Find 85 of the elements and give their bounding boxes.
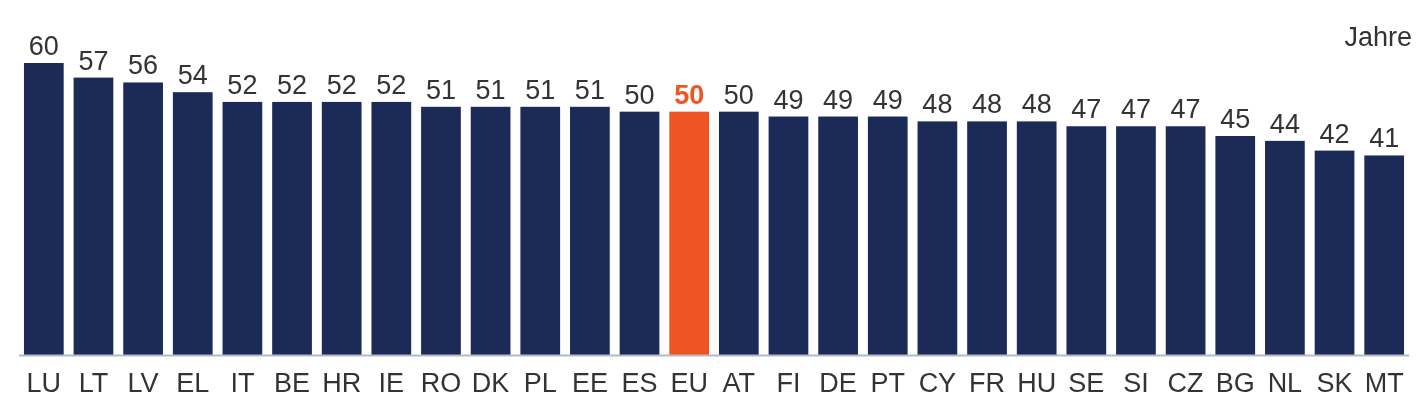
data-label: 52 xyxy=(376,69,407,100)
data-label: 47 xyxy=(1120,94,1151,125)
bar xyxy=(669,111,710,355)
bar xyxy=(967,121,1007,355)
data-label: 52 xyxy=(227,69,258,100)
data-label: 49 xyxy=(872,84,903,115)
data-label: 48 xyxy=(1021,89,1052,120)
data-label: 44 xyxy=(1269,108,1300,139)
x-tick-label: IT xyxy=(230,368,255,398)
bar xyxy=(222,101,263,355)
bar xyxy=(172,92,213,355)
x-tick-label: PL xyxy=(523,368,557,398)
data-label: 50 xyxy=(624,79,655,110)
x-tick-label: BE xyxy=(274,368,311,398)
bar xyxy=(73,77,114,355)
x-tick-label: RO xyxy=(420,368,462,398)
x-tick-label: NL xyxy=(1267,368,1303,398)
bar xyxy=(570,106,610,355)
x-tick-label: HU xyxy=(1017,368,1057,398)
data-label: 50 xyxy=(674,79,705,110)
x-tick-label: SE xyxy=(1068,368,1105,398)
data-label: 54 xyxy=(177,60,208,91)
x-tick-label: LV xyxy=(127,368,159,398)
bar xyxy=(520,106,561,355)
bar xyxy=(371,101,412,355)
bar xyxy=(1265,140,1305,355)
bar xyxy=(768,116,809,355)
x-tick-label: DK xyxy=(471,368,510,398)
x-tick-label: HR xyxy=(322,368,362,398)
data-label: 41 xyxy=(1369,123,1400,154)
x-tick-label: AT xyxy=(722,368,756,398)
x-tick-label: EE xyxy=(571,368,608,398)
data-label: 60 xyxy=(28,31,59,61)
bar xyxy=(619,111,660,355)
data-label: 49 xyxy=(773,84,804,115)
data-label: 49 xyxy=(823,84,854,115)
data-label: 42 xyxy=(1319,118,1350,149)
bar xyxy=(818,116,858,355)
data-label: 48 xyxy=(922,89,953,120)
data-label: 45 xyxy=(1220,104,1251,134)
bar xyxy=(1314,150,1355,355)
x-tick-label: DE xyxy=(819,368,857,398)
data-label: 48 xyxy=(972,89,1003,120)
x-tick-label: FR xyxy=(969,368,1006,398)
bar xyxy=(1165,126,1206,355)
data-label: 57 xyxy=(78,45,109,76)
data-label: 51 xyxy=(574,74,605,105)
bar xyxy=(421,106,461,355)
x-tick-label: MT xyxy=(1364,368,1404,398)
bar xyxy=(917,121,958,355)
bar xyxy=(1364,155,1405,355)
bar xyxy=(1215,136,1256,355)
x-tick-label: CY xyxy=(918,368,957,398)
x-tick-label: BG xyxy=(1215,368,1255,398)
bar xyxy=(718,111,759,355)
bar xyxy=(867,116,908,355)
x-tick-label: SI xyxy=(1123,368,1149,398)
data-label: 51 xyxy=(525,74,556,105)
bar xyxy=(470,106,511,355)
data-label: 52 xyxy=(326,69,357,100)
x-tick-label: IE xyxy=(378,368,405,398)
bar xyxy=(23,63,64,355)
data-label: 47 xyxy=(1071,94,1102,125)
x-tick-label: LU xyxy=(26,368,62,398)
data-label: 56 xyxy=(128,50,159,81)
bar xyxy=(1016,121,1057,355)
y-axis-title: Jahre xyxy=(1344,22,1412,52)
x-tick-label: EL xyxy=(176,368,210,398)
data-label: 51 xyxy=(425,74,456,105)
x-tick-label: FI xyxy=(776,368,801,398)
data-label: 50 xyxy=(723,79,754,110)
bar xyxy=(1066,126,1107,355)
x-tick-label: EU xyxy=(670,368,708,398)
bar xyxy=(272,101,312,355)
data-label: 52 xyxy=(277,69,308,100)
bar xyxy=(123,82,163,355)
x-tick-label: CZ xyxy=(1167,368,1204,398)
x-tick-label: LT xyxy=(78,368,109,398)
x-tick-label: PT xyxy=(870,368,906,398)
x-tick-label: ES xyxy=(621,368,658,398)
bar xyxy=(1116,126,1156,355)
data-label: 47 xyxy=(1170,94,1201,125)
bar xyxy=(321,101,362,355)
x-tick-label: SK xyxy=(1316,368,1353,398)
data-label: 51 xyxy=(475,74,506,105)
